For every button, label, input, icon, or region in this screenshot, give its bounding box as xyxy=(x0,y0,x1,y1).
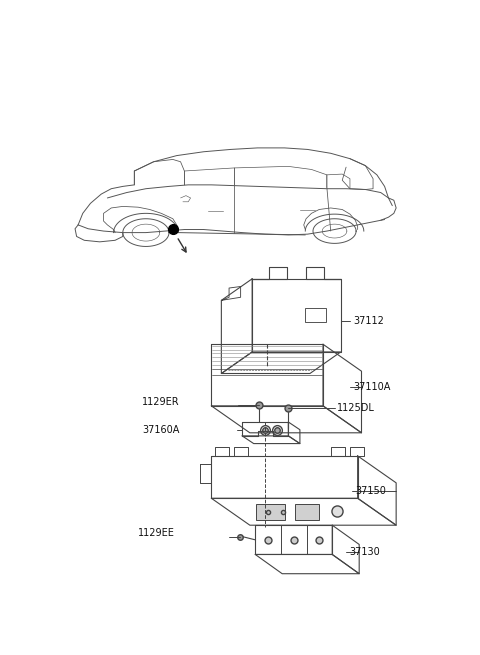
Text: 37110A: 37110A xyxy=(353,382,390,392)
Bar xyxy=(256,504,285,520)
Text: 1129EE: 1129EE xyxy=(138,528,175,538)
Text: 37130: 37130 xyxy=(349,547,380,557)
Text: 37112: 37112 xyxy=(353,316,384,326)
Text: 1125DL: 1125DL xyxy=(337,403,375,413)
Text: 37150: 37150 xyxy=(355,485,386,496)
Bar xyxy=(295,504,319,520)
Text: 37160A: 37160A xyxy=(142,424,180,435)
Bar xyxy=(304,308,326,322)
Text: 1129ER: 1129ER xyxy=(142,397,180,407)
